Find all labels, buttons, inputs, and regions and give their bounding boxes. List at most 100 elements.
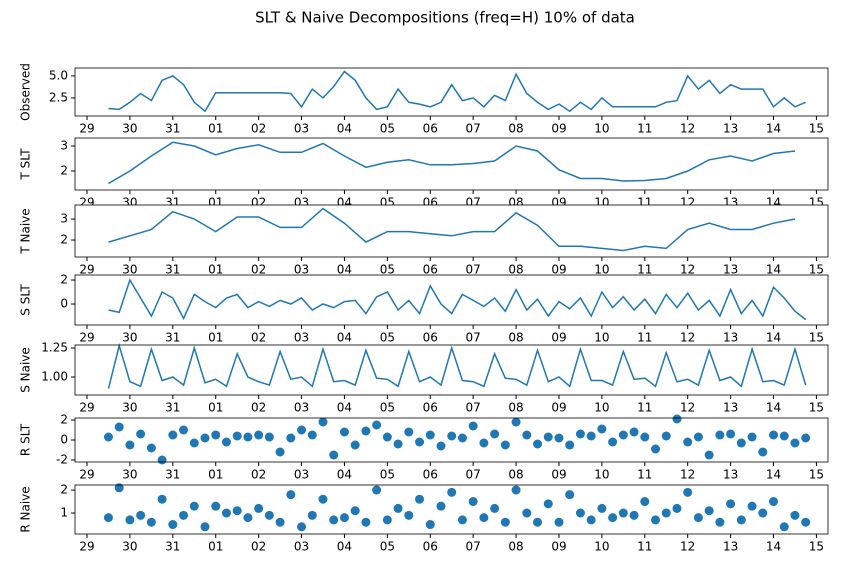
- scatter-point: [243, 513, 253, 523]
- x-tick-label: 06: [423, 331, 438, 345]
- scatter-point: [275, 447, 285, 457]
- scatter-point: [779, 431, 789, 441]
- x-tick-label: 01: [208, 540, 223, 554]
- y-axis-label: T Naive: [19, 208, 33, 254]
- x-tick-label: 31: [165, 540, 180, 554]
- scatter-point: [565, 490, 575, 500]
- x-tick-label: 05: [380, 540, 395, 554]
- figure-title: SLT & Naive Decompositions (freq=H) 10% …: [255, 9, 635, 27]
- scatter-point: [672, 503, 682, 513]
- x-tick-label: 11: [637, 122, 652, 136]
- scatter-point: [522, 430, 532, 440]
- y-tick-label: 0: [60, 297, 68, 311]
- scatter-point: [726, 429, 736, 439]
- line-series: [108, 70, 806, 113]
- scatter-point: [243, 432, 253, 442]
- scatter-point: [500, 517, 510, 527]
- scatter-point: [479, 438, 489, 448]
- scatter-point: [275, 517, 285, 527]
- scatter-point: [415, 494, 425, 504]
- y-axis-label: S SLT: [19, 284, 33, 316]
- x-tick-label: 11: [637, 540, 652, 554]
- scatter-point: [350, 440, 360, 450]
- x-tick-label: 14: [766, 468, 781, 482]
- scatter-point: [254, 430, 264, 440]
- scatter-point: [404, 510, 414, 520]
- axes-background: [75, 138, 828, 190]
- scatter-point: [264, 432, 274, 442]
- scatter-point: [179, 510, 189, 520]
- scatter-point: [146, 443, 156, 453]
- x-tick-label: 10: [594, 122, 609, 136]
- scatter-point: [372, 485, 382, 495]
- scatter-point: [769, 430, 779, 440]
- x-tick-label: 31: [165, 122, 180, 136]
- scatter-point: [168, 430, 178, 440]
- x-tick-label: 09: [551, 122, 566, 136]
- scatter-point: [608, 437, 618, 447]
- x-tick-label: 07: [466, 540, 481, 554]
- y-tick-label: 5.0: [49, 68, 68, 82]
- scatter-point: [361, 517, 371, 527]
- scatter-point: [758, 508, 768, 518]
- scatter-point: [801, 433, 811, 443]
- scatter-point: [490, 503, 500, 513]
- scatter-point: [618, 430, 628, 440]
- scatter-point: [801, 517, 811, 527]
- scatter-point: [114, 422, 124, 432]
- y-tick-label: 1.00: [41, 370, 68, 384]
- y-tick-label: 1: [60, 506, 68, 520]
- scatter-point: [629, 427, 639, 437]
- scatter-point: [565, 440, 575, 450]
- scatter-point: [457, 433, 467, 443]
- x-tick-label: 06: [423, 263, 438, 277]
- scatter-point: [704, 506, 714, 516]
- x-tick-label: 07: [466, 468, 481, 482]
- scatter-point: [211, 430, 221, 440]
- x-tick-label: 08: [508, 401, 523, 415]
- scatter-point: [790, 438, 800, 448]
- x-tick-label: 05: [380, 468, 395, 482]
- x-tick-label: 09: [551, 331, 566, 345]
- scatter-point: [661, 431, 671, 441]
- x-tick-label: 15: [809, 540, 824, 554]
- line-series: [108, 278, 807, 321]
- x-tick-label: 08: [508, 540, 523, 554]
- scatter-point: [221, 508, 231, 518]
- x-tick-label: 05: [380, 122, 395, 136]
- x-tick-label: 12: [680, 263, 695, 277]
- scatter-point: [254, 503, 264, 513]
- x-tick-label: 01: [208, 263, 223, 277]
- scatter-point: [586, 431, 596, 441]
- scatter-point: [693, 513, 703, 523]
- x-tick-label: 02: [251, 263, 266, 277]
- line-series: [108, 207, 796, 252]
- scatter-point: [297, 522, 307, 532]
- x-tick-label: 10: [594, 331, 609, 345]
- scatter-point: [189, 501, 199, 511]
- scatter-point: [468, 497, 478, 507]
- axes-frame: [74, 137, 829, 191]
- scatter-point: [114, 483, 124, 493]
- x-tick-label: 03: [294, 468, 309, 482]
- x-tick-label: 07: [466, 401, 481, 415]
- scatter-point: [157, 494, 167, 504]
- y-axis-label: Observed: [19, 63, 33, 121]
- axes-frame: [74, 67, 829, 117]
- scatter-point: [543, 432, 553, 442]
- scatter-point: [307, 430, 317, 440]
- y-tick-label: 1.25: [41, 341, 68, 355]
- scatter-point: [297, 425, 307, 435]
- x-tick-label: 03: [294, 401, 309, 415]
- scatter-point: [286, 433, 296, 443]
- x-tick-label: 29: [79, 263, 94, 277]
- scatter-point: [586, 515, 596, 525]
- x-tick-label: 31: [165, 263, 180, 277]
- x-tick-label: 01: [208, 401, 223, 415]
- scatter-point: [393, 503, 403, 513]
- scatter-point: [382, 432, 392, 442]
- x-tick-label: 06: [423, 122, 438, 136]
- axes-background: [75, 205, 828, 257]
- x-tick-label: 06: [423, 468, 438, 482]
